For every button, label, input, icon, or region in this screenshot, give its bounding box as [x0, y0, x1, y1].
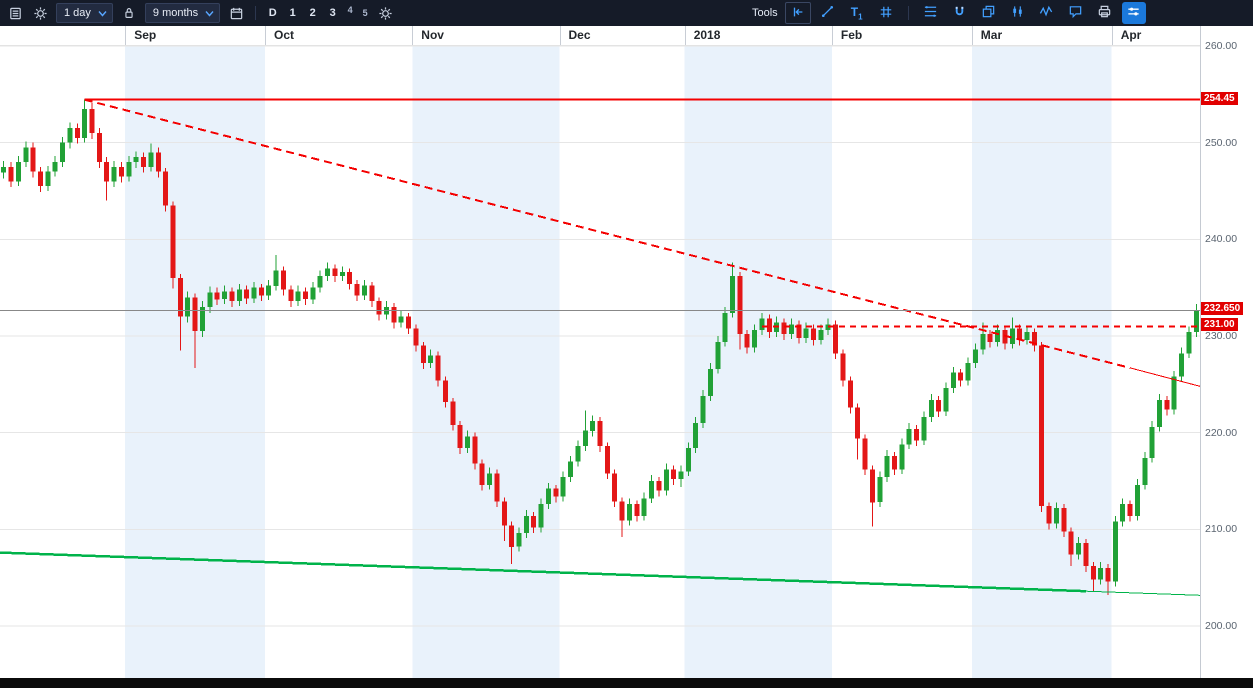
callout-tool-button[interactable] — [1064, 2, 1088, 24]
sliders-icon — [1126, 4, 1141, 22]
period-button-day[interactable]: D — [264, 3, 281, 23]
grid-icon — [879, 5, 893, 22]
lock-scale-button[interactable] — [118, 3, 140, 23]
toolbar-tools-group: Tools T1 — [752, 0, 1146, 26]
bottom-window-edge — [0, 678, 1253, 688]
printer-icon — [1097, 4, 1112, 22]
callout-bubble-icon — [1068, 4, 1083, 22]
axis-tick-label: 210.00 — [1205, 523, 1238, 536]
month-segment: Oct — [265, 26, 412, 45]
last-price-badge: 232.650 — [1201, 302, 1244, 316]
toolbar-divider — [255, 6, 257, 20]
document-lines-icon — [8, 6, 23, 21]
axis-tick-label: 230.00 — [1205, 330, 1238, 342]
grid-tool-button[interactable] — [874, 2, 898, 24]
waveform-icon — [1039, 4, 1054, 22]
price-axis[interactable]: 260.00 250.00 240.00 230.00 220.00 210.00 200.… — [1200, 26, 1253, 678]
calendar-button[interactable] — [225, 3, 247, 23]
interval-dropdown[interactable]: 1 day — [56, 3, 113, 23]
drawing-settings-button[interactable] — [1121, 2, 1146, 24]
axis-tick-label: 220.00 — [1205, 426, 1238, 439]
axis-tick-label: 260.00 — [1205, 40, 1238, 52]
month-label: Mar — [980, 28, 1003, 42]
compare-windows-button[interactable] — [977, 2, 1001, 24]
period-button-4[interactable]: 4 — [344, 0, 356, 20]
settings-gear-button[interactable] — [29, 3, 51, 23]
candlestick-tool-button[interactable] — [1006, 2, 1030, 24]
interval-value: 1 day — [64, 7, 91, 19]
chart-canvas[interactable] — [0, 45, 1201, 678]
month-bands — [125, 46, 1112, 678]
period-button-1[interactable]: 1 — [284, 3, 301, 23]
period-button-2[interactable]: 2 — [304, 3, 321, 23]
toolbar-left-group: 1 day 9 months — [0, 0, 396, 26]
range-value: 9 months — [152, 7, 199, 19]
gear-icon — [378, 6, 393, 21]
period-button-3[interactable]: 3 — [324, 3, 341, 23]
month-segment: Nov — [412, 26, 559, 45]
trendline-icon — [820, 4, 835, 22]
tools-collapse-button[interactable] — [784, 2, 811, 24]
range-dropdown[interactable]: 9 months — [144, 3, 221, 23]
axis-tick-label: 240.00 — [1205, 233, 1238, 246]
month-label: 2018 — [693, 28, 721, 42]
month-label: Nov — [421, 28, 444, 42]
month-segment: Mar — [971, 26, 1112, 45]
chart-plot-area[interactable] — [0, 45, 1201, 678]
lock-icon — [122, 6, 136, 20]
chevron-down-icon — [205, 10, 214, 17]
top-toolbar: 1 day 9 months — [0, 0, 1253, 26]
time-axis[interactable]: Sep Oct Nov Dec 2018 Feb Mar Apr — [0, 26, 1200, 46]
month-label: Sep — [134, 28, 157, 42]
chart-type-menu-button[interactable] — [4, 3, 26, 23]
axis-tick-label: 200.00 — [1205, 620, 1238, 632]
print-button[interactable] — [1093, 2, 1117, 24]
chart-preferences-button[interactable] — [374, 3, 396, 23]
calendar-icon — [229, 6, 244, 21]
month-segment: Dec — [559, 26, 685, 45]
gear-icon — [33, 6, 48, 21]
toolbar-divider — [907, 6, 909, 20]
text-tool-button[interactable]: T1 — [845, 2, 869, 24]
candles — [1, 99, 1199, 596]
fibonacci-tool-button[interactable] — [919, 2, 943, 24]
month-segment: Feb — [831, 26, 972, 45]
waveform-tool-button[interactable] — [1035, 2, 1059, 24]
month-label: Dec — [568, 28, 591, 42]
downtrend-line[interactable] — [84, 98, 1201, 387]
trendline-tool-button[interactable] — [816, 2, 840, 24]
support-trendline[interactable] — [0, 551, 1201, 596]
month-segment: Apr — [1111, 26, 1200, 45]
candlestick-icon — [1010, 4, 1025, 22]
magnet-icon — [952, 4, 967, 22]
level-231-price-badge: 231.00 — [1201, 318, 1238, 332]
arrow-collapse-left-icon — [791, 5, 805, 22]
period-button-5[interactable]: 5 — [359, 3, 371, 23]
month-label: Oct — [274, 28, 295, 42]
month-label: Feb — [840, 28, 863, 42]
overlapping-windows-icon — [981, 4, 996, 22]
text-tool-icon: T1 — [850, 4, 863, 22]
month-segment: Sep — [125, 26, 265, 45]
fibonacci-icon — [923, 4, 938, 22]
axis-tick-label: 250.00 — [1205, 136, 1238, 149]
magnet-tool-button[interactable] — [948, 2, 972, 24]
resistance-price-badge: 254.45 — [1201, 91, 1238, 105]
month-label: Apr — [1120, 28, 1142, 42]
month-segment — [0, 26, 125, 45]
tools-label: Tools — [752, 7, 778, 19]
chevron-down-icon — [98, 10, 107, 17]
month-segment: 2018 — [684, 26, 832, 45]
